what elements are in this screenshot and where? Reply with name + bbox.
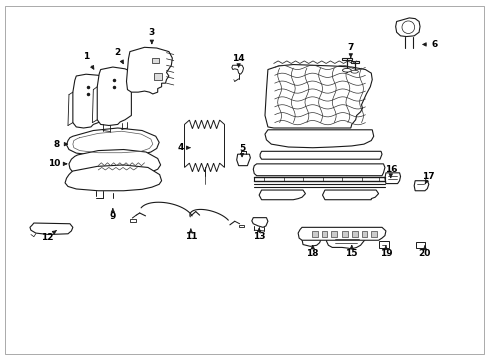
Polygon shape [30, 223, 73, 234]
Polygon shape [130, 220, 136, 222]
Text: 16: 16 [384, 166, 396, 177]
Bar [378, 241, 388, 248]
Ellipse shape [350, 70, 358, 73]
Polygon shape [350, 61, 358, 63]
Polygon shape [154, 73, 161, 80]
Polygon shape [341, 231, 347, 237]
Polygon shape [259, 190, 305, 200]
Polygon shape [384, 173, 400, 184]
Text: 20: 20 [418, 246, 430, 258]
Text: 4: 4 [178, 143, 190, 152]
Ellipse shape [342, 68, 350, 72]
Polygon shape [152, 58, 159, 63]
Text: 6: 6 [422, 40, 437, 49]
Text: 14: 14 [232, 54, 244, 67]
Text: 10: 10 [48, 159, 66, 168]
Polygon shape [264, 130, 373, 148]
Polygon shape [351, 231, 357, 237]
Text: 7: 7 [347, 43, 353, 58]
Polygon shape [73, 74, 105, 128]
Text: 12: 12 [41, 231, 56, 242]
Polygon shape [361, 231, 366, 237]
Text: 1: 1 [83, 52, 94, 69]
Bar [415, 242, 424, 248]
Polygon shape [413, 181, 428, 191]
Polygon shape [253, 164, 384, 176]
Polygon shape [298, 227, 385, 240]
Text: 2: 2 [114, 48, 123, 64]
Polygon shape [370, 231, 376, 237]
Polygon shape [251, 218, 267, 227]
Polygon shape [236, 154, 250, 166]
Text: 18: 18 [306, 246, 318, 258]
Polygon shape [302, 234, 321, 246]
Polygon shape [184, 120, 224, 172]
Polygon shape [264, 64, 371, 128]
Polygon shape [326, 235, 365, 249]
Text: 8: 8 [54, 140, 67, 149]
Polygon shape [341, 58, 351, 60]
Text: 9: 9 [109, 209, 116, 221]
Polygon shape [66, 128, 159, 156]
Polygon shape [321, 231, 327, 237]
Polygon shape [330, 231, 336, 237]
Polygon shape [311, 231, 317, 237]
Text: 13: 13 [252, 228, 265, 241]
Polygon shape [322, 190, 378, 200]
Polygon shape [231, 65, 243, 74]
Polygon shape [69, 149, 160, 177]
Text: 11: 11 [184, 229, 197, 241]
Text: 5: 5 [239, 144, 244, 157]
Polygon shape [126, 47, 172, 94]
Polygon shape [238, 225, 243, 227]
Text: 17: 17 [422, 172, 434, 184]
Polygon shape [65, 165, 161, 191]
Polygon shape [395, 18, 419, 37]
Polygon shape [97, 67, 131, 126]
Text: 3: 3 [148, 28, 155, 44]
Text: 15: 15 [345, 246, 357, 258]
Text: 19: 19 [379, 246, 391, 258]
Polygon shape [260, 151, 381, 159]
